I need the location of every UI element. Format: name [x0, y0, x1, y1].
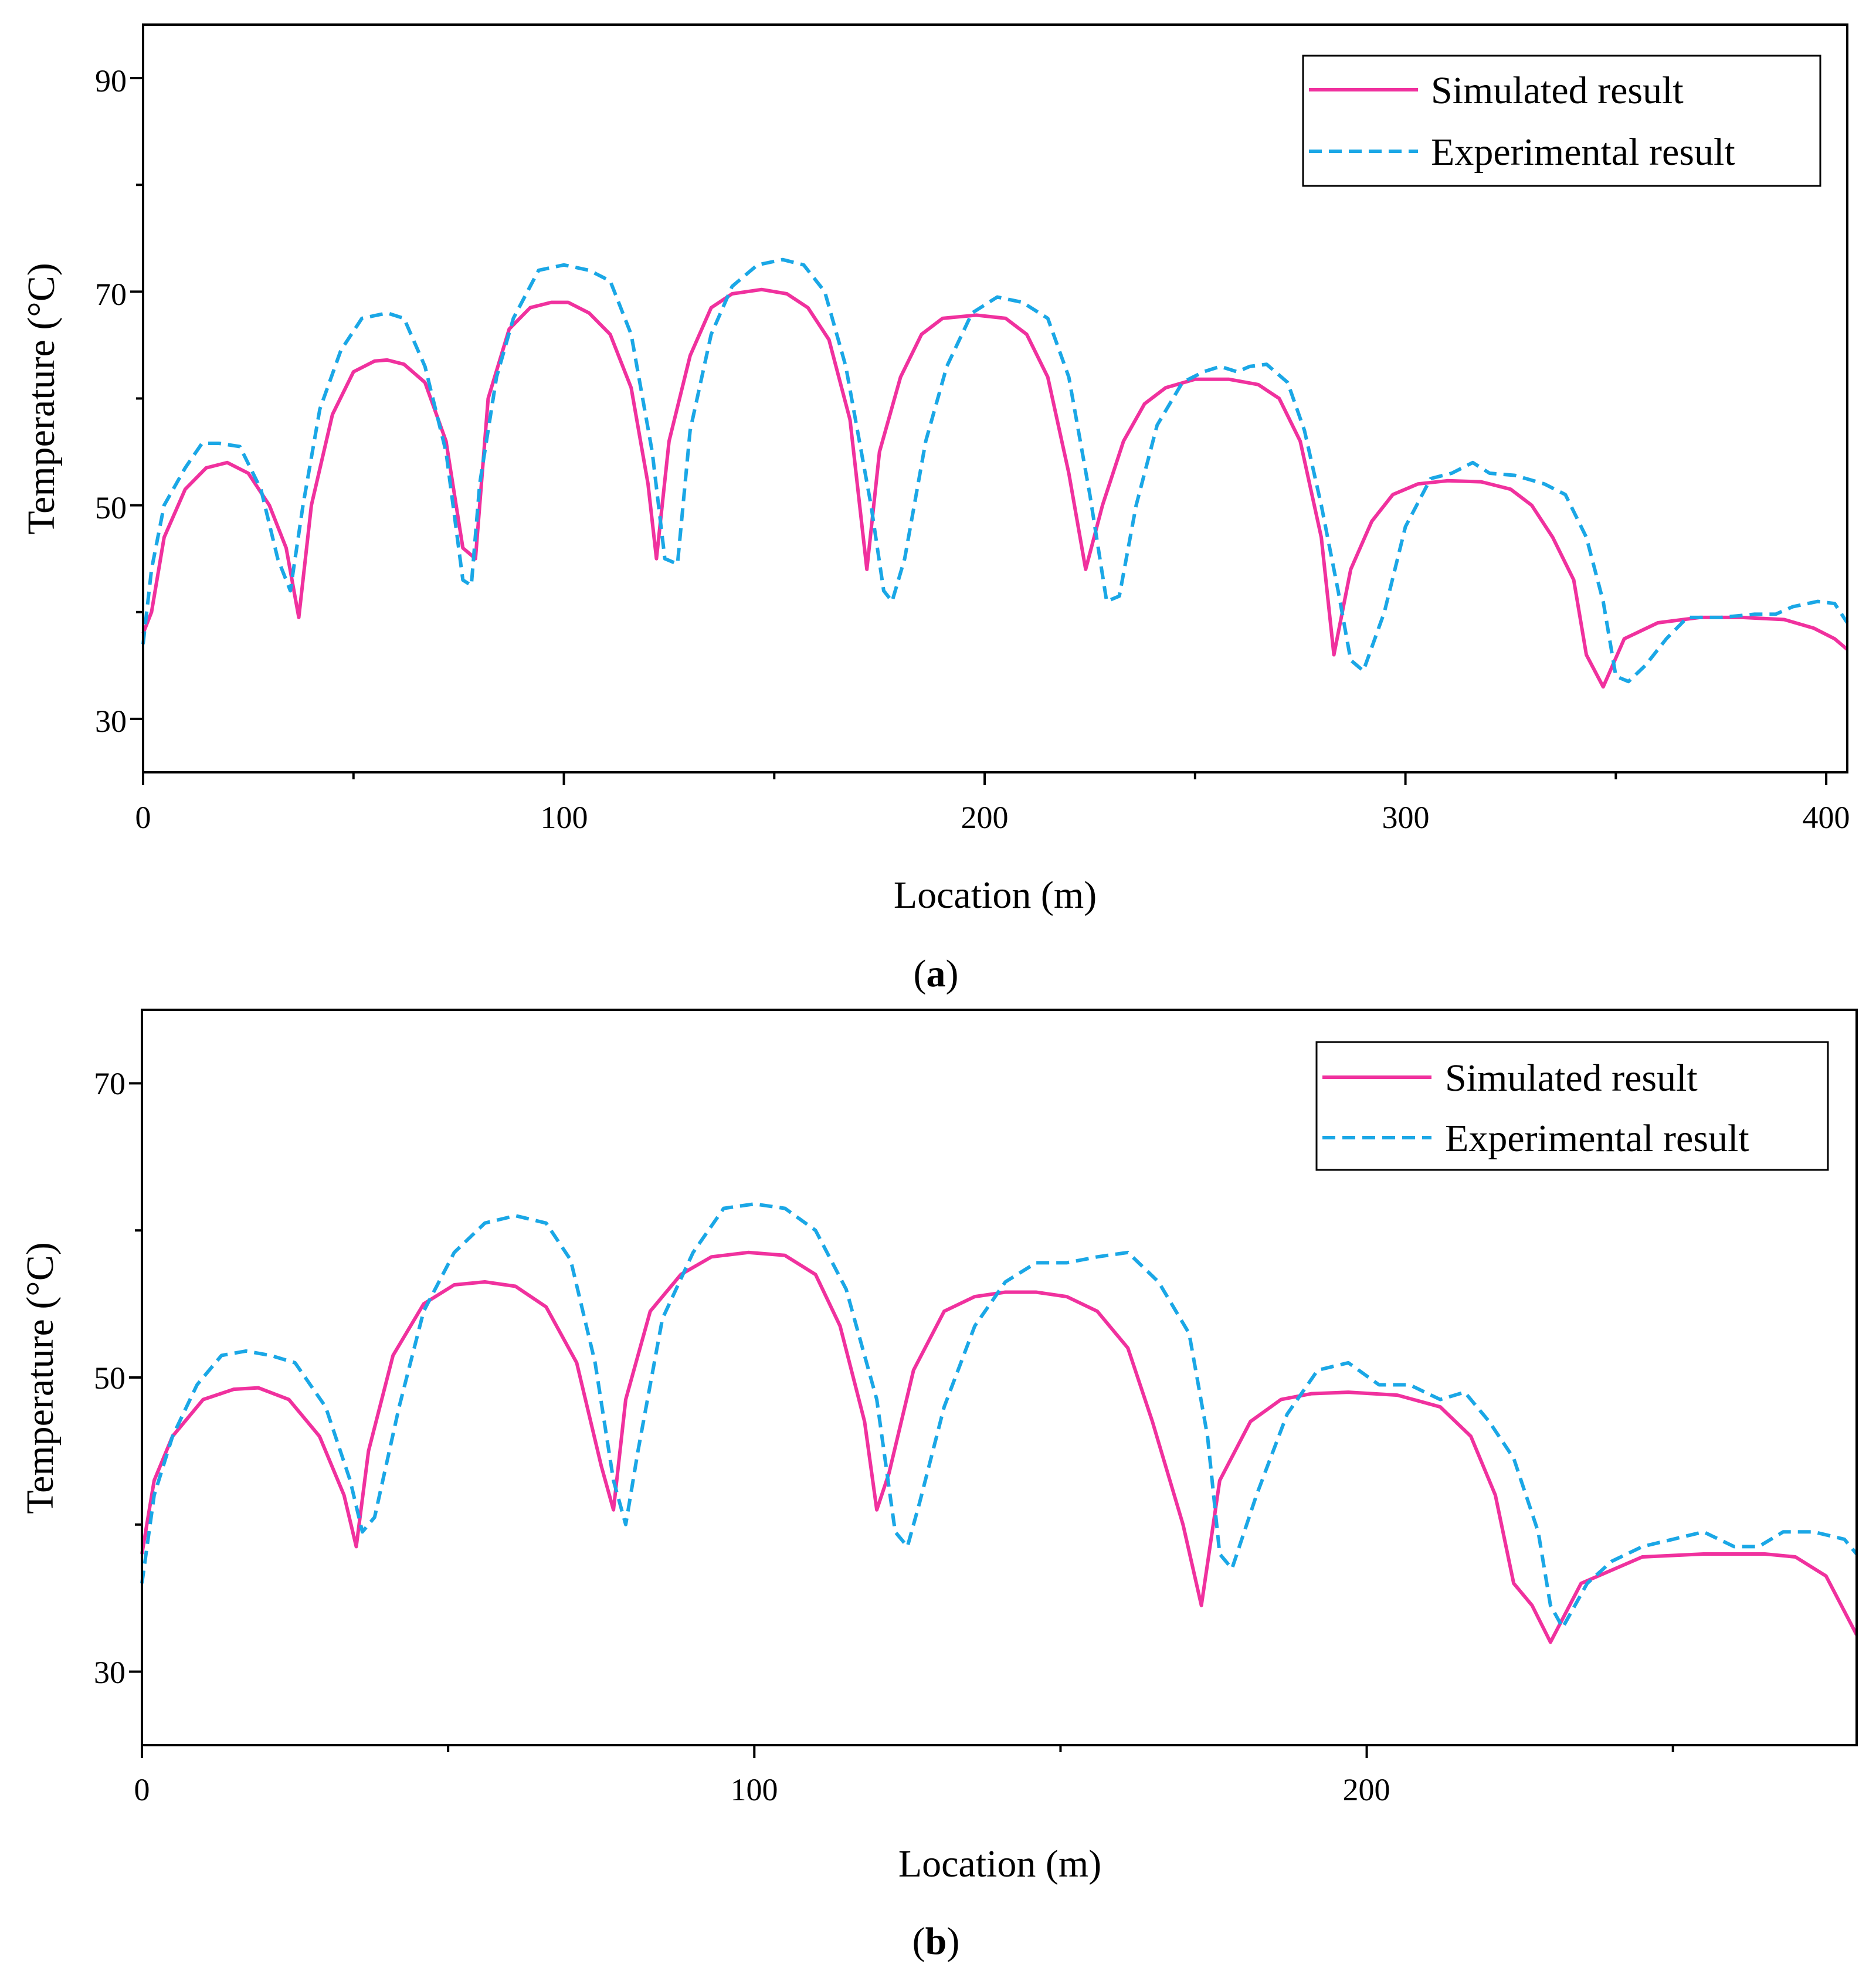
- panel-b-x-tick-label: 100: [731, 1772, 778, 1807]
- panel-a-y-axis-title: Temperature (°C): [20, 263, 63, 534]
- panel-a-x-tick-label: 200: [961, 800, 1009, 835]
- panel-b-caption-open: (: [912, 1920, 925, 1963]
- panel-a-experimental-line: [141, 257, 1849, 684]
- panel-b-experimental-line: [140, 1202, 1858, 1630]
- panel-b-x-axis-title: Location (m): [898, 1843, 1101, 1885]
- panel-b-legend-simulated-label: Simulated result: [1445, 1057, 1698, 1100]
- panel-a-legend-experimental-label: Experimental result: [1431, 131, 1735, 174]
- panel-a-caption: (a): [914, 952, 959, 995]
- panel-b-simulated-line: [140, 1250, 1858, 1644]
- panel-b-ticks-layer: [129, 1082, 1674, 1758]
- panel-a-legend-simulated-label: Simulated result: [1431, 69, 1684, 112]
- panel-b-legend-experimental-label: Experimental result: [1445, 1117, 1749, 1160]
- panel-b-y-tick-label: 70: [94, 1066, 125, 1101]
- panel-a-x-tick-label: 300: [1382, 800, 1430, 835]
- panel-b-plot-frame: [141, 1009, 1858, 1746]
- panel-a-y-tick-label: 90: [95, 63, 127, 99]
- panel-a-x-axis-title: Location (m): [894, 874, 1097, 917]
- panel-b-x-tick-label: 0: [134, 1772, 150, 1807]
- panel-b: 30 50 70 0 100 200 Location (m) Temperat…: [19, 1009, 1858, 1963]
- panel-b-series-layer: [140, 1202, 1858, 1644]
- panel-a-y-tick-label: 30: [95, 704, 127, 739]
- panel-b-y-tick-label: 50: [94, 1360, 125, 1396]
- panel-a-legend-box: [1302, 55, 1821, 187]
- panel-a-y-tick-label: 70: [95, 277, 127, 312]
- panel-a-caption-open: (: [914, 952, 927, 995]
- panel-a-x-tick-label: 100: [541, 800, 588, 835]
- panel-a-plot-frame: [142, 23, 1848, 773]
- panel-a-legend: Simulated result Experimental result: [1302, 55, 1821, 187]
- panel-a-caption-letter: a: [927, 952, 946, 995]
- panel-b-legend: Simulated result Experimental result: [1315, 1041, 1829, 1171]
- panel-b-legend-box: [1315, 1041, 1829, 1171]
- panel-a-y-tick-label: 50: [95, 490, 127, 525]
- panel-a-x-tick-label: 400: [1803, 800, 1850, 835]
- panel-b-caption: (b): [912, 1920, 960, 1963]
- panel-b-y-tick-label: 30: [94, 1655, 125, 1690]
- panel-a-caption-close: ): [946, 952, 959, 995]
- panel-a: 30 50 70 90 0 100 200 300 400 Location (…: [20, 23, 1850, 995]
- panel-b-x-tick-label: 200: [1343, 1772, 1390, 1807]
- panel-b-caption-letter: b: [925, 1920, 947, 1963]
- panel-a-x-tick-label: 0: [135, 800, 151, 835]
- panel-a-series-layer: [141, 257, 1849, 689]
- panel-b-y-axis-title: Temperature (°C): [19, 1242, 62, 1514]
- panel-b-caption-close: ): [947, 1920, 959, 1963]
- panel-a-simulated-line: [141, 287, 1848, 689]
